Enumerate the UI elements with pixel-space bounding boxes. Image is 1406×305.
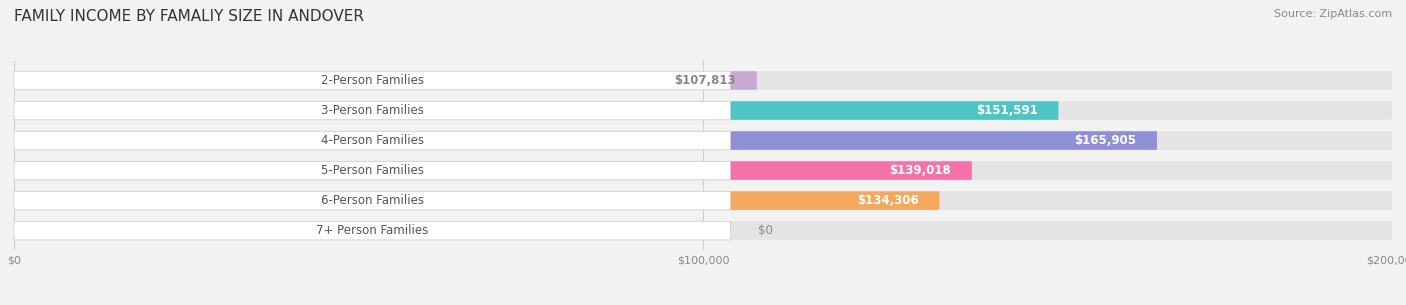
Text: $165,905: $165,905 xyxy=(1074,134,1136,147)
FancyBboxPatch shape xyxy=(14,131,731,150)
Text: 3-Person Families: 3-Person Families xyxy=(321,104,423,117)
FancyBboxPatch shape xyxy=(14,221,731,240)
FancyBboxPatch shape xyxy=(14,191,939,210)
Text: $134,306: $134,306 xyxy=(856,194,918,207)
FancyBboxPatch shape xyxy=(14,71,1392,90)
FancyBboxPatch shape xyxy=(14,191,731,210)
Text: 4-Person Families: 4-Person Families xyxy=(321,134,423,147)
FancyBboxPatch shape xyxy=(14,191,1392,210)
FancyBboxPatch shape xyxy=(14,101,731,120)
Text: $139,018: $139,018 xyxy=(890,164,950,177)
FancyBboxPatch shape xyxy=(14,221,1392,240)
FancyBboxPatch shape xyxy=(14,161,972,180)
Text: $107,813: $107,813 xyxy=(675,74,737,87)
Text: 6-Person Families: 6-Person Families xyxy=(321,194,423,207)
Text: $151,591: $151,591 xyxy=(976,104,1038,117)
Text: 7+ Person Families: 7+ Person Families xyxy=(316,224,429,237)
Text: 5-Person Families: 5-Person Families xyxy=(321,164,423,177)
Text: 2-Person Families: 2-Person Families xyxy=(321,74,423,87)
FancyBboxPatch shape xyxy=(14,131,1392,150)
FancyBboxPatch shape xyxy=(14,101,1392,120)
Text: Source: ZipAtlas.com: Source: ZipAtlas.com xyxy=(1274,9,1392,19)
FancyBboxPatch shape xyxy=(14,161,1392,180)
FancyBboxPatch shape xyxy=(14,71,756,90)
Text: $0: $0 xyxy=(758,224,773,237)
FancyBboxPatch shape xyxy=(14,101,1059,120)
FancyBboxPatch shape xyxy=(14,71,731,90)
Text: FAMILY INCOME BY FAMALIY SIZE IN ANDOVER: FAMILY INCOME BY FAMALIY SIZE IN ANDOVER xyxy=(14,9,364,24)
FancyBboxPatch shape xyxy=(14,161,731,180)
FancyBboxPatch shape xyxy=(14,131,1157,150)
